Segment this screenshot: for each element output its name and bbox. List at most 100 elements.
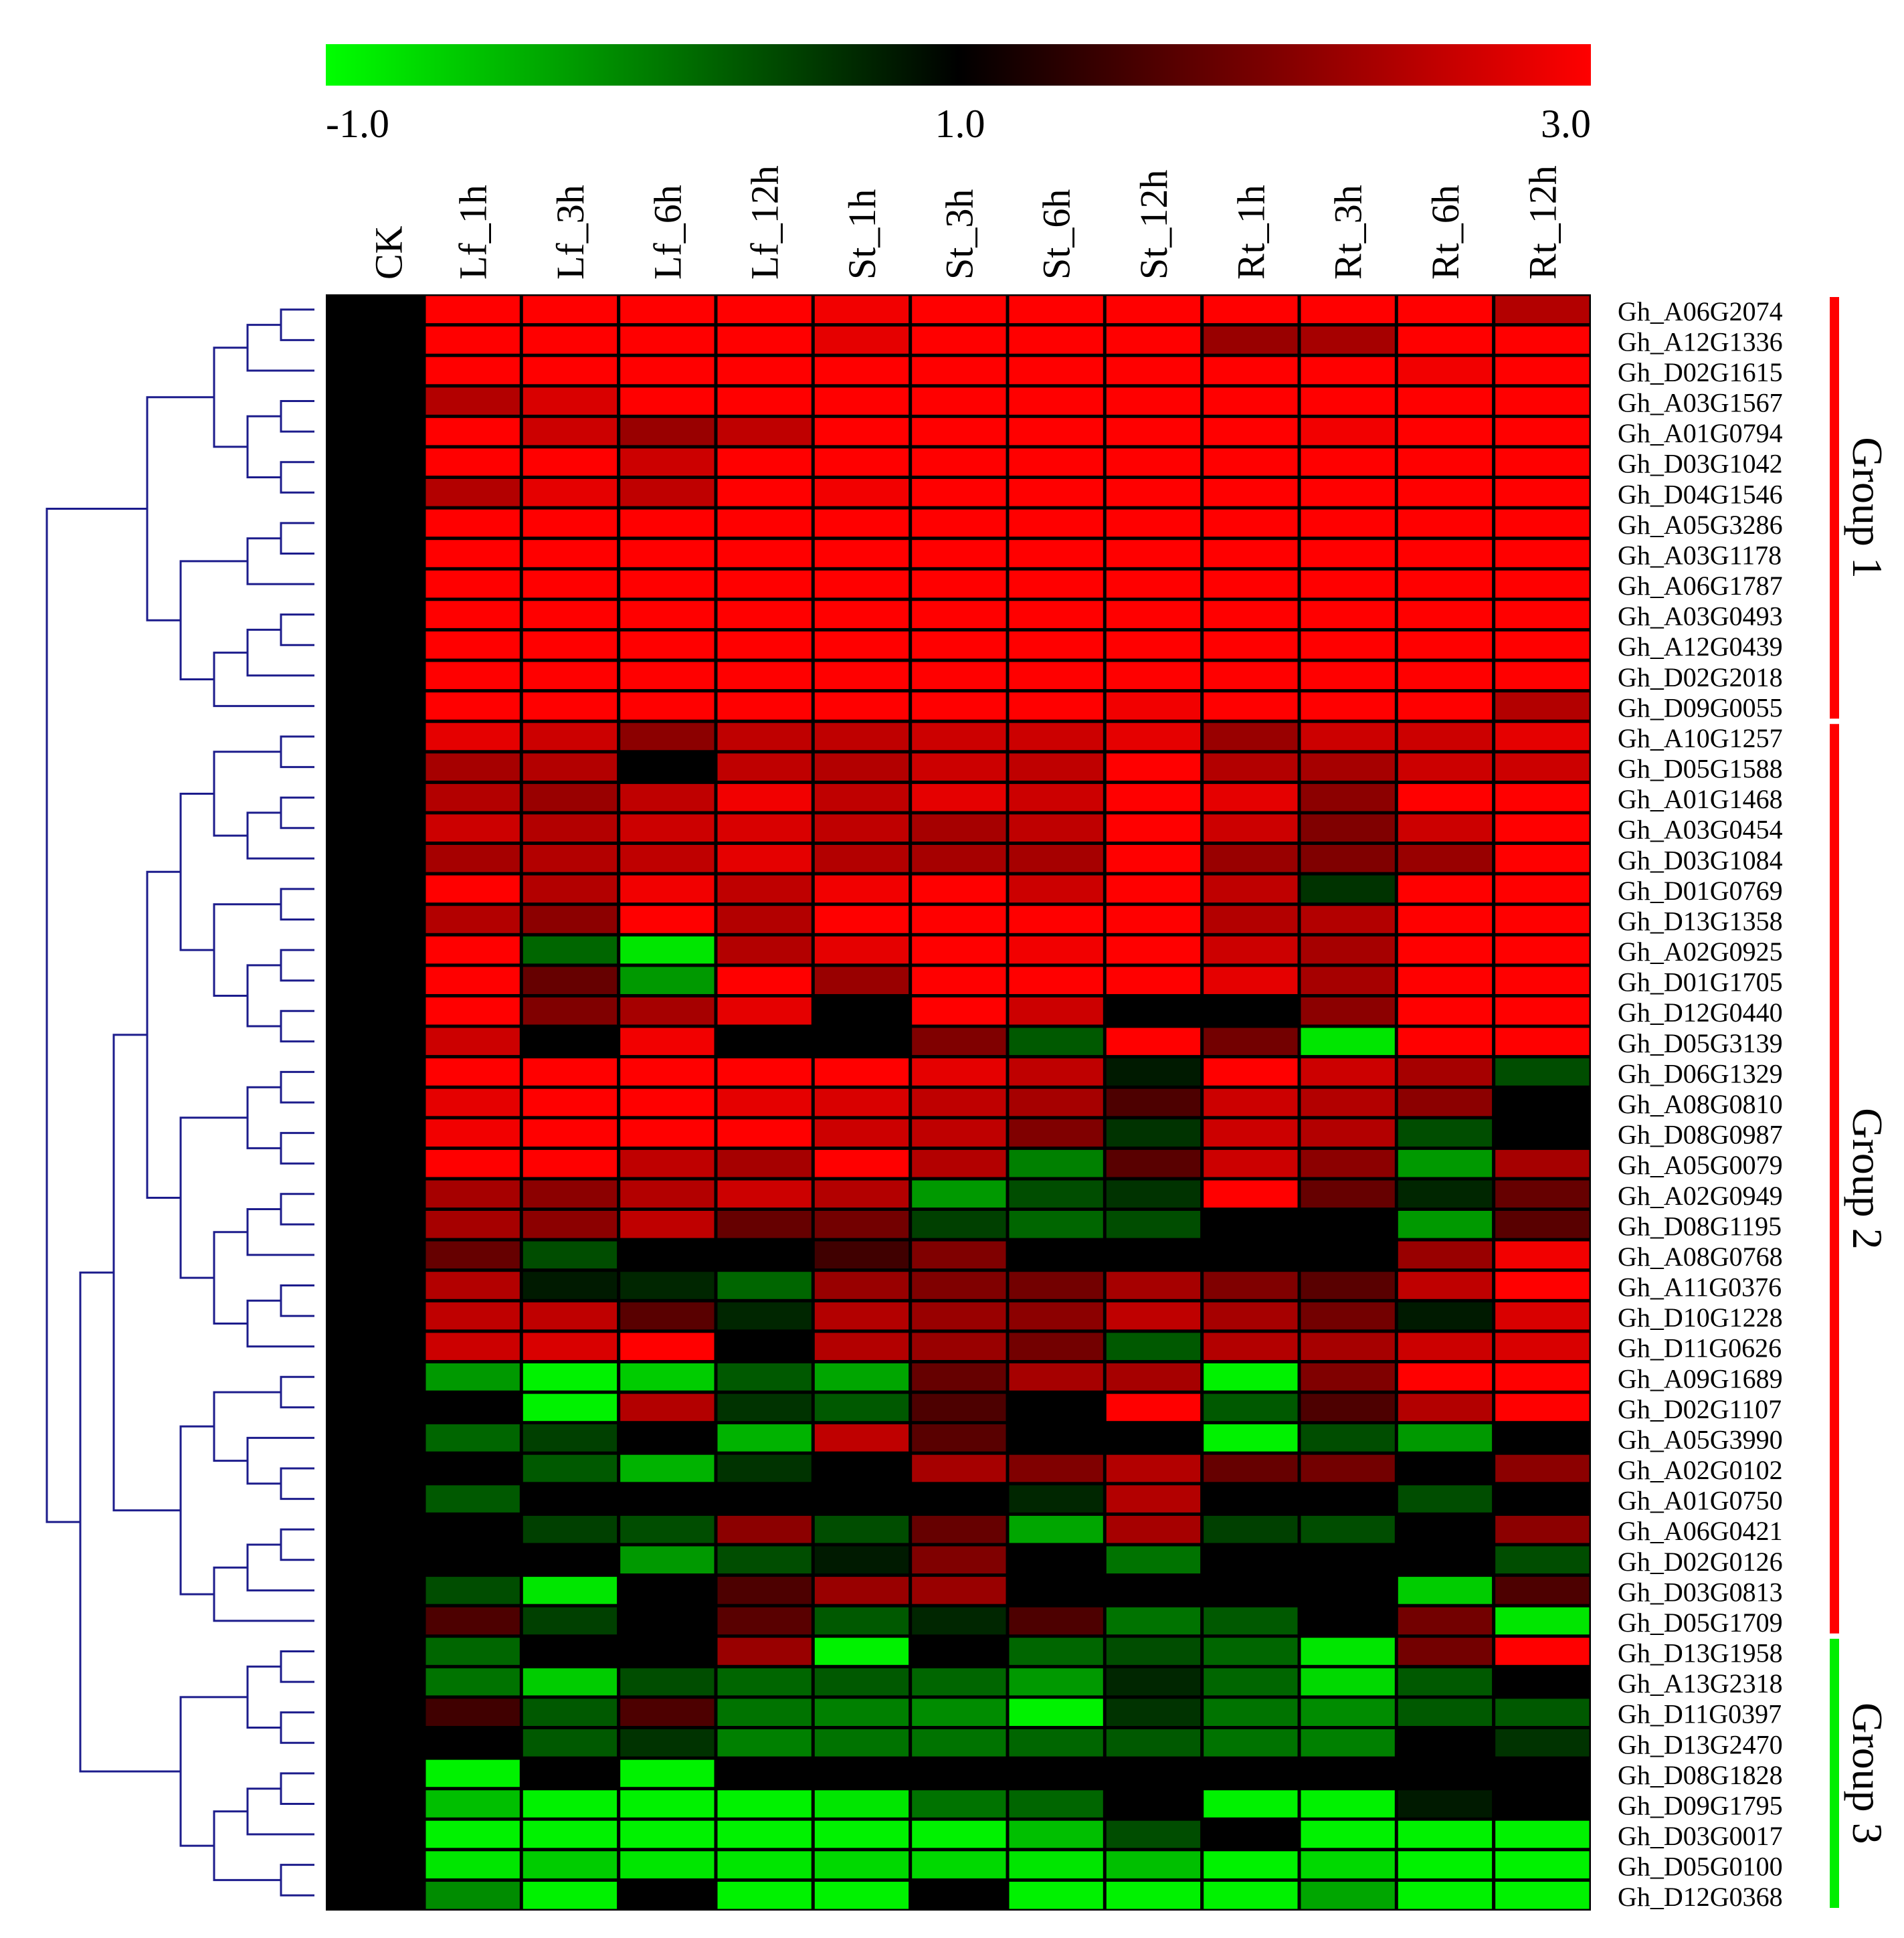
heatmap-cell: [1204, 1638, 1298, 1665]
heatmap-cell: [1204, 997, 1298, 1025]
dendrogram-branch: [280, 522, 314, 555]
column-label: CK: [367, 225, 411, 280]
heatmap-cell: [1204, 1393, 1298, 1422]
dendrogram-branch: [280, 735, 314, 769]
heatmap-cell: [912, 906, 1006, 933]
heatmap-cell: [425, 1759, 520, 1787]
heatmap-cell: [620, 1088, 715, 1117]
heatmap-cell: [912, 1607, 1006, 1635]
heatmap-cell: [1495, 631, 1590, 659]
heatmap-cell: [1398, 967, 1493, 994]
heatmap-cell: [425, 1363, 520, 1391]
heatmap-cell: [425, 814, 520, 842]
heatmap-cell: [1398, 722, 1493, 751]
row-label: Gh_A02G0949: [1618, 1181, 1783, 1211]
heatmap-cell: [326, 294, 424, 325]
heatmap-cell: [1204, 1211, 1298, 1238]
heatmap-cell: [522, 1149, 617, 1177]
heatmap-cell: [326, 1606, 424, 1636]
heatmap-cell: [717, 1881, 812, 1909]
heatmap-cell: [912, 631, 1006, 659]
heatmap-cell: [1009, 417, 1103, 446]
row-label: Gh_D11G0626: [1618, 1333, 1782, 1363]
heatmap-cell: [814, 1577, 909, 1604]
heatmap-cell: [1009, 692, 1103, 720]
dendrogram-branch: [246, 1299, 314, 1348]
heatmap-cell: [717, 417, 812, 446]
heatmap-cell: [1301, 1546, 1395, 1574]
heatmap-cell: [912, 1759, 1006, 1787]
heatmap-cell: [814, 631, 909, 659]
heatmap-cell: [1106, 906, 1201, 933]
heatmap-cell: [912, 997, 1006, 1025]
dendrogram-branch: [280, 1772, 314, 1805]
heatmap-cell: [522, 326, 617, 354]
heatmap-cell: [1301, 875, 1395, 903]
heatmap-cell: [1204, 479, 1298, 506]
heatmap-cell: [425, 1820, 520, 1848]
heatmap-cell: [717, 967, 812, 994]
heatmap-cell: [1106, 967, 1201, 994]
heatmap-cell: [425, 1241, 520, 1269]
heatmap-cell: [522, 1790, 617, 1818]
heatmap-cell: [1495, 1424, 1590, 1452]
heatmap-cell: [1301, 1668, 1395, 1696]
heatmap-cell: [1398, 1272, 1493, 1299]
heatmap-cell: [1009, 1790, 1103, 1818]
row-labels: Gh_A06G2074Gh_A12G1336Gh_D02G1615Gh_A03G…: [1618, 296, 1783, 1912]
heatmap-cell: [326, 690, 424, 722]
heatmap-cell: [620, 1149, 715, 1177]
heatmap-cell: [425, 417, 520, 446]
heatmap-cell: [1009, 845, 1103, 872]
heatmap-cell: [1009, 1638, 1103, 1665]
heatmap-cell: [1204, 1699, 1298, 1726]
dendrogram-branch: [280, 1070, 314, 1104]
heatmap-cell: [717, 1272, 812, 1299]
heatmap-cell: [1204, 1149, 1298, 1177]
dendrogram-branch: [112, 1034, 181, 1512]
heatmap-cell: [1301, 1607, 1395, 1635]
heatmap-cell: [1106, 1363, 1201, 1391]
heatmap-cell: [1495, 1454, 1590, 1482]
heatmap-cell: [1301, 783, 1395, 811]
heatmap-cell: [717, 662, 812, 690]
heatmap-cell: [326, 1636, 424, 1667]
heatmap-cell: [326, 1148, 424, 1179]
heatmap-cell: [1301, 1211, 1395, 1238]
heatmap-cell: [1398, 1759, 1493, 1787]
heatmap-cell: [1106, 845, 1201, 872]
heatmap-cell: [1009, 326, 1103, 354]
heatmap-cell: [1204, 1851, 1298, 1878]
heatmap-cell: [1009, 509, 1103, 537]
heatmap-cell: [326, 1788, 424, 1820]
heatmap-cell: [1204, 1028, 1298, 1056]
heatmap-cell: [522, 1577, 617, 1604]
column-label: St_3h: [937, 189, 981, 280]
heatmap-cell: [814, 845, 909, 872]
heatmap-cell: [717, 783, 812, 811]
heatmap-cell: [1301, 692, 1395, 720]
heatmap-cell: [1398, 1546, 1493, 1574]
heatmap-cell: [1106, 783, 1201, 811]
heatmap-cell: [1398, 1577, 1493, 1604]
heatmap-cell: [1204, 601, 1298, 628]
heatmap-cells: [326, 294, 1590, 1911]
heatmap-cell: [1301, 1028, 1395, 1056]
heatmap-cell: [1495, 601, 1590, 628]
heatmap-cell: [620, 783, 715, 811]
heatmap-cell: [425, 448, 520, 476]
heatmap-cell: [1398, 1424, 1493, 1452]
heatmap-cell: [1009, 1729, 1103, 1757]
heatmap-cell: [717, 570, 812, 598]
row-label: Gh_A03G1178: [1618, 541, 1782, 571]
dendrogram-branch: [213, 652, 314, 707]
dendrogram-branch: [280, 461, 314, 494]
heatmap-cell: [717, 1699, 812, 1726]
heatmap-cell: [1398, 906, 1493, 933]
dendrogram-branch: [280, 1009, 314, 1043]
column-label: St_6h: [1035, 189, 1078, 280]
heatmap-cell: [1106, 1393, 1201, 1422]
heatmap-cell: [326, 1545, 424, 1575]
heatmap-cell: [912, 1790, 1006, 1818]
heatmap-cell: [814, 1393, 909, 1422]
